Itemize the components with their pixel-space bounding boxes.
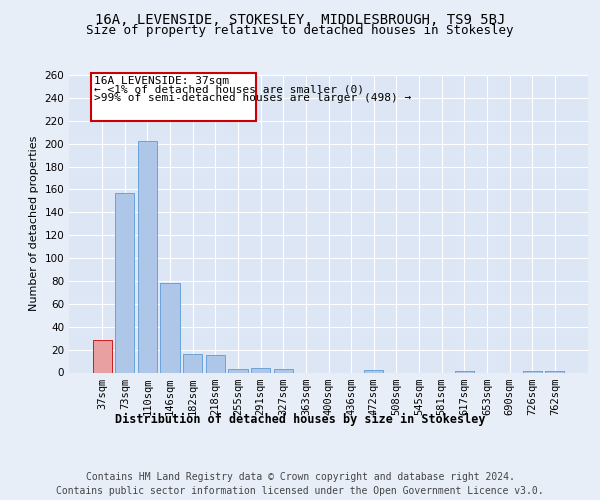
Bar (206, 356, 225, 372)
Bar (115, 193, 134, 372)
Text: Contains public sector information licensed under the Open Government Licence v3: Contains public sector information licen… (56, 486, 544, 496)
Text: ← <1% of detached houses are smaller (0): ← <1% of detached houses are smaller (0) (94, 84, 364, 94)
Text: Contains HM Land Registry data © Crown copyright and database right 2024.: Contains HM Land Registry data © Crown c… (86, 472, 514, 482)
Bar (274, 369, 293, 372)
Bar (229, 369, 248, 372)
Text: Distribution of detached houses by size in Stokesley: Distribution of detached houses by size … (115, 412, 485, 426)
Bar (183, 354, 202, 372)
Bar (160, 283, 180, 372)
Y-axis label: Number of detached properties: Number of detached properties (29, 136, 39, 312)
Bar (364, 370, 383, 372)
Text: 16A, LEVENSIDE, STOKESLEY, MIDDLESBROUGH, TS9 5BJ: 16A, LEVENSIDE, STOKESLEY, MIDDLESBROUGH… (95, 12, 505, 26)
Bar (92, 340, 112, 372)
Bar (251, 368, 270, 372)
Bar (138, 142, 157, 372)
FancyBboxPatch shape (91, 72, 256, 121)
Text: 16A LEVENSIDE: 37sqm: 16A LEVENSIDE: 37sqm (94, 76, 229, 86)
Text: >99% of semi-detached houses are larger (498) →: >99% of semi-detached houses are larger … (94, 94, 412, 104)
Text: Size of property relative to detached houses in Stokesley: Size of property relative to detached ho… (86, 24, 514, 37)
